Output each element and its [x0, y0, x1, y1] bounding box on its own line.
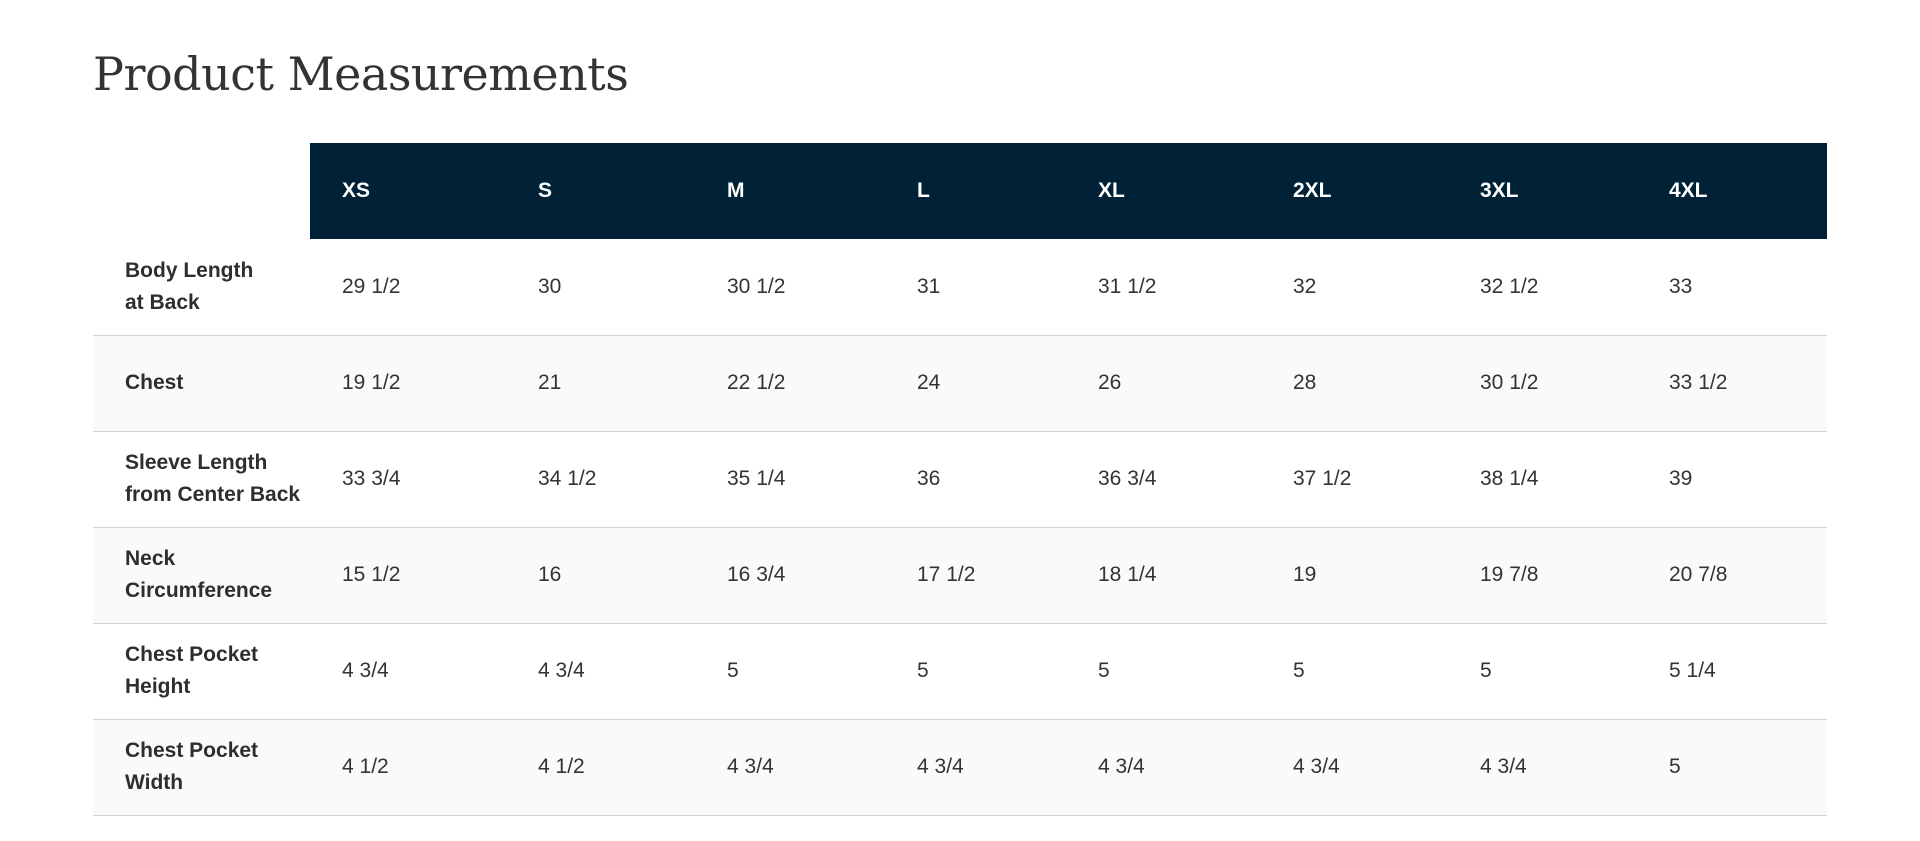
- table-cell: 15 1/2: [342, 563, 401, 586]
- size-header-m: M: [695, 143, 885, 239]
- header-row: XS S M L XL 2XL 3XL 4XL: [93, 143, 1827, 239]
- measurements-table: XS S M L XL 2XL 3XL 4XL Body Length at B…: [93, 143, 1827, 816]
- table-cell: 5: [917, 659, 929, 682]
- size-header-s: S: [506, 143, 695, 239]
- table-cell: 33 3/4: [342, 467, 401, 490]
- table-cell: 19: [1293, 563, 1317, 586]
- size-header-xl: XL: [1066, 143, 1261, 239]
- table-cell: 33 1/2: [1669, 371, 1728, 394]
- table-row: Neck Circumference 15 1/2 16 16 3/4 17 1…: [93, 527, 1827, 623]
- table-cell: 22 1/2: [727, 371, 786, 394]
- table-cell: 17 1/2: [917, 563, 976, 586]
- table-cell: 19 1/2: [342, 371, 401, 394]
- row-label: Neck Circumference: [125, 547, 273, 602]
- table-cell: 28: [1293, 371, 1317, 394]
- header-corner-cell: [93, 143, 310, 239]
- table-cell: 5: [1098, 659, 1110, 682]
- table-cell: 4 3/4: [538, 659, 585, 682]
- row-label: Body Length at Back: [125, 258, 254, 314]
- table-cell: 19 7/8: [1480, 563, 1539, 586]
- table-cell: 21: [538, 371, 562, 394]
- table-cell: 37 1/2: [1293, 467, 1352, 490]
- size-header-3xl: 3XL: [1448, 143, 1637, 239]
- page-title: Product Measurements: [93, 47, 629, 101]
- table-cell: 33: [1669, 274, 1693, 298]
- table-cell: 16 3/4: [727, 563, 786, 586]
- table-cell: 30 1/2: [727, 274, 786, 298]
- table-cell: 20 7/8: [1669, 563, 1728, 586]
- table-cell: 4 1/2: [538, 755, 585, 778]
- table-cell: 30 1/2: [1480, 371, 1539, 394]
- table-cell: 4 3/4: [1293, 755, 1340, 778]
- size-header-4xl: 4XL: [1637, 143, 1827, 239]
- table-cell: 16: [538, 563, 562, 586]
- table-row: Sleeve Length from Center Back 33 3/4 34…: [93, 431, 1827, 527]
- table-cell: 34 1/2: [538, 467, 597, 490]
- table-cell: 5: [1669, 755, 1681, 778]
- table-cell: 36: [917, 467, 941, 490]
- table-cell: 35 1/4: [727, 467, 786, 490]
- table-cell: 5: [727, 659, 739, 682]
- table-cell: 36 3/4: [1098, 467, 1157, 490]
- table-cell: 4 3/4: [342, 659, 389, 682]
- table-row: Chest Pocket Width 4 1/2 4 1/2 4 3/4 4 3…: [93, 719, 1827, 815]
- table-cell: 32 1/2: [1480, 274, 1539, 298]
- table-cell: 31 1/2: [1098, 274, 1157, 298]
- row-label: Sleeve Length from Center Back: [125, 451, 301, 506]
- size-header-xs: XS: [310, 143, 506, 239]
- table-cell: 4 1/2: [342, 755, 389, 778]
- table-cell: 4 3/4: [917, 755, 964, 778]
- table-cell: 38 1/4: [1480, 467, 1539, 490]
- row-label: Chest Pocket Width: [125, 739, 259, 794]
- table-row: Chest Pocket Height 4 3/4 4 3/4 5 5 5 5 …: [93, 623, 1827, 719]
- row-label: Chest Pocket Height: [125, 643, 259, 698]
- table-cell: 30: [538, 274, 562, 298]
- table-cell: 32: [1293, 274, 1317, 298]
- size-header-2xl: 2XL: [1261, 143, 1448, 239]
- table-cell: 4 3/4: [1098, 755, 1145, 778]
- table-cell: 26: [1098, 371, 1122, 394]
- size-header-l: L: [885, 143, 1066, 239]
- row-label: Chest: [125, 371, 184, 394]
- table-cell: 29 1/2: [342, 274, 401, 298]
- table-cell: 18 1/4: [1098, 563, 1157, 586]
- table-cell: 5 1/4: [1669, 659, 1716, 682]
- table-cell: 31: [917, 274, 941, 298]
- table-row: Chest 19 1/2 21 22 1/2 24 26 28 30 1/2 3…: [93, 335, 1827, 431]
- table-cell: 5: [1480, 659, 1492, 682]
- table-row: Body Length at Back 29 1/2 30 30 1/2 31 …: [93, 239, 1827, 335]
- table-cell: 4 3/4: [727, 755, 774, 778]
- table-body: Body Length at Back 29 1/2 30 30 1/2 31 …: [93, 239, 1827, 815]
- table-cell: 4 3/4: [1480, 755, 1527, 778]
- table-cell: 5: [1293, 659, 1305, 682]
- table-cell: 24: [917, 371, 941, 394]
- table-cell: 39: [1669, 467, 1693, 490]
- table-header: XS S M L XL 2XL 3XL 4XL: [93, 143, 1827, 239]
